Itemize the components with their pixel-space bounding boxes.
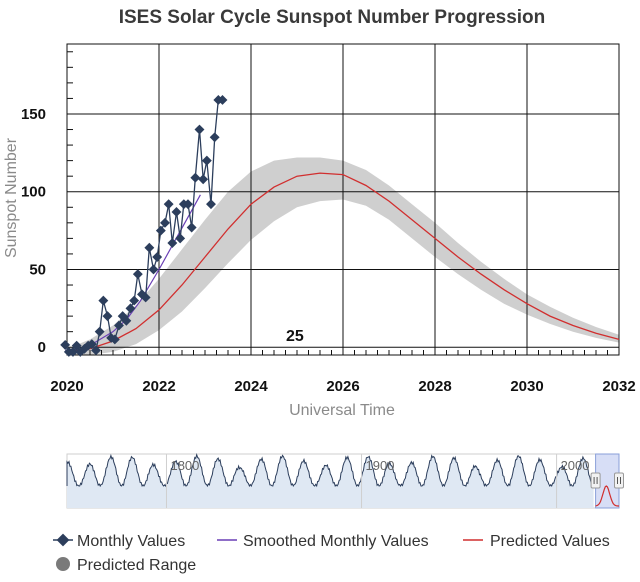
monthly-value-point[interactable] [183, 199, 193, 210]
legend-monthly-marker [56, 533, 70, 547]
monthly-value-point[interactable] [132, 269, 143, 280]
predicted-values-layer [66, 172, 620, 353]
y-tick-label-50: 50 [29, 261, 46, 278]
navigator-area [67, 454, 594, 508]
navigator-line [66, 452, 595, 488]
navigator-label-1900: 1900 [366, 458, 395, 473]
monthly-value-point[interactable] [129, 295, 140, 306]
monthly-value-point[interactable] [186, 222, 197, 233]
legend-item-monthly[interactable]: Monthly Values [53, 533, 185, 550]
x-tick-label-2022: 2022 [142, 378, 175, 395]
x-tick-label-2024: 2024 [234, 378, 268, 395]
legend-item-range[interactable]: Predicted Range [56, 557, 196, 574]
monthly-value-point[interactable] [175, 233, 186, 244]
y-tick-label-150: 150 [21, 106, 46, 123]
monthly-value-point[interactable] [160, 217, 170, 228]
monthly-value-point[interactable] [190, 172, 201, 183]
y-tick-label-0: 0 [38, 339, 46, 356]
monthly-value-point[interactable] [206, 199, 216, 210]
monthly-value-point[interactable] [167, 238, 178, 248]
x-tick-label-2028: 2028 [418, 378, 451, 395]
monthly-value-point[interactable] [155, 225, 166, 236]
monthly-value-point[interactable] [163, 199, 174, 210]
x-tick-label-2020: 2020 [50, 378, 83, 395]
navigator-label-2000: 2000 [561, 458, 590, 473]
navigator-handle-body [614, 472, 624, 489]
monthly-value-point[interactable] [125, 303, 136, 314]
x-tick-label-2032: 2032 [602, 378, 635, 395]
chart-title: ISES Solar Cycle Sunspot Number Progress… [119, 7, 546, 28]
monthly-value-point[interactable] [144, 242, 155, 253]
monthly-value-point[interactable] [198, 174, 209, 185]
navigator-handle-left[interactable] [590, 472, 601, 489]
monthly-value-point[interactable] [201, 155, 212, 166]
legend-range-label: Predicted Range [77, 557, 196, 574]
monthly-value-point[interactable] [209, 132, 220, 143]
plot-border [66, 43, 620, 356]
navigator-predicted-line [595, 485, 619, 507]
legend-predicted-label: Predicted Values [490, 533, 610, 550]
legend: Monthly Values Smoothed Monthly Values P… [53, 533, 610, 574]
plot-area [60, 43, 620, 357]
monthly-value-point[interactable] [148, 264, 159, 275]
monthly-value-point[interactable] [152, 252, 163, 262]
navigator-handle-body [590, 472, 601, 489]
minor-tick-layer [67, 51, 608, 355]
monthly-value-point[interactable] [140, 292, 151, 303]
y-axis-label: Sunspot Number [3, 137, 20, 258]
x-tick-labels: 2020 2022 2024 2026 2028 2030 2032 [50, 378, 635, 395]
x-tick-label-2026: 2026 [326, 378, 359, 395]
cycle-annotation: 25 [286, 328, 304, 345]
legend-item-predicted[interactable]: Predicted Values [463, 533, 610, 550]
grid-layer [66, 43, 620, 356]
monthly-value-point[interactable] [217, 95, 228, 105]
monthly-value-point[interactable] [171, 206, 182, 217]
legend-monthly-label: Monthly Values [77, 533, 185, 550]
monthly-values-layer[interactable] [60, 95, 228, 357]
legend-item-smoothed[interactable]: Smoothed Monthly Values [217, 533, 429, 550]
navigator-handle-right[interactable] [614, 472, 624, 489]
legend-range-marker [56, 557, 70, 571]
legend-smoothed-label: Smoothed Monthly Values [243, 533, 429, 550]
range-navigator[interactable]: 1800 1900 2000 [66, 452, 624, 509]
y-tick-labels: 0 50 100 150 [21, 106, 46, 356]
predicted-values-line [66, 172, 620, 353]
x-axis-label: Universal Time [289, 402, 395, 419]
navigator-label-1800: 1800 [170, 458, 199, 473]
x-tick-label-2030: 2030 [510, 378, 543, 395]
y-tick-label-100: 100 [21, 184, 46, 201]
